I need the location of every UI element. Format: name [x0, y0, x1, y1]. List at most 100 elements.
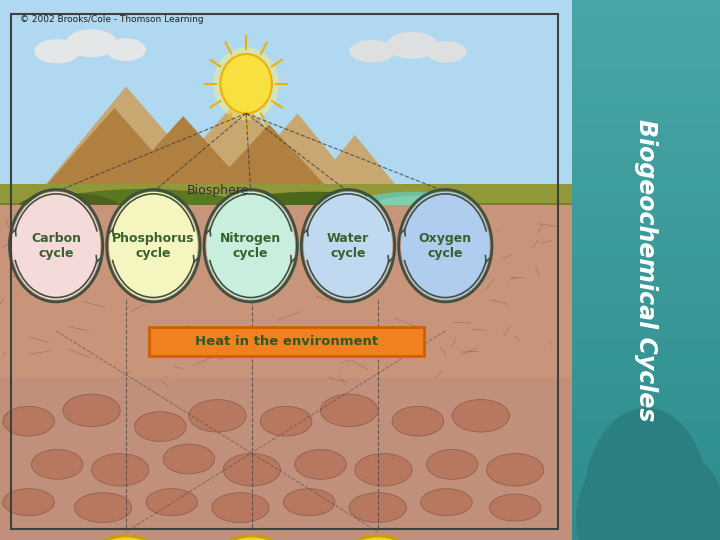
Bar: [0, 120, 572, 131]
Bar: [0, 18, 572, 28]
Bar: [572, 472, 720, 486]
Bar: [0, 27, 572, 37]
Bar: [572, 122, 720, 135]
Bar: [572, 324, 720, 338]
Ellipse shape: [349, 192, 475, 224]
Bar: [572, 526, 720, 540]
Ellipse shape: [106, 38, 146, 61]
Bar: [572, 486, 720, 500]
Bar: [572, 378, 720, 392]
Text: Biosphere: Biosphere: [186, 184, 248, 197]
Bar: [0, 0, 572, 9]
Bar: [0, 184, 572, 302]
Bar: [0, 0, 572, 281]
Bar: [572, 216, 720, 229]
Ellipse shape: [487, 454, 544, 486]
Ellipse shape: [392, 406, 444, 436]
Bar: [572, 405, 720, 418]
Polygon shape: [103, 116, 264, 205]
Bar: [572, 364, 720, 378]
Bar: [0, 167, 572, 178]
FancyBboxPatch shape: [149, 327, 423, 356]
Polygon shape: [297, 135, 412, 205]
Ellipse shape: [32, 449, 83, 480]
Ellipse shape: [452, 400, 510, 432]
Text: Water
cycle: Water cycle: [327, 232, 369, 260]
Bar: [0, 252, 572, 262]
Text: Biogeochemical Cycles: Biogeochemical Cycles: [634, 119, 658, 421]
Ellipse shape: [213, 47, 279, 120]
Bar: [0, 74, 572, 84]
Ellipse shape: [91, 454, 149, 486]
Bar: [572, 446, 720, 459]
Ellipse shape: [74, 492, 132, 523]
Ellipse shape: [401, 192, 490, 300]
Bar: [572, 162, 720, 176]
Bar: [0, 202, 572, 216]
Bar: [0, 102, 572, 112]
Ellipse shape: [320, 394, 378, 427]
Ellipse shape: [223, 454, 281, 486]
Bar: [572, 68, 720, 81]
Bar: [572, 284, 720, 297]
Bar: [0, 148, 572, 159]
Bar: [572, 230, 720, 243]
Ellipse shape: [372, 195, 475, 217]
Bar: [572, 297, 720, 310]
Bar: [572, 243, 720, 256]
Bar: [0, 64, 572, 75]
Bar: [572, 81, 720, 94]
Bar: [0, 83, 572, 93]
Bar: [0, 158, 572, 168]
Ellipse shape: [3, 489, 55, 516]
Bar: [572, 256, 720, 270]
Ellipse shape: [207, 192, 295, 300]
Ellipse shape: [426, 41, 467, 63]
Bar: [572, 392, 720, 405]
Ellipse shape: [343, 536, 412, 540]
Ellipse shape: [212, 492, 269, 523]
Ellipse shape: [583, 408, 709, 540]
Bar: [0, 205, 572, 215]
Ellipse shape: [146, 489, 197, 516]
Bar: [572, 176, 720, 189]
Ellipse shape: [3, 406, 55, 436]
Ellipse shape: [304, 192, 392, 300]
Ellipse shape: [63, 394, 120, 427]
Bar: [0, 242, 572, 253]
Bar: [0, 55, 572, 65]
Bar: [572, 94, 720, 108]
Bar: [0, 36, 572, 47]
Ellipse shape: [135, 411, 186, 442]
Bar: [0, 186, 572, 197]
Ellipse shape: [229, 192, 401, 224]
Polygon shape: [217, 113, 372, 205]
Bar: [0, 46, 572, 56]
Bar: [572, 459, 720, 472]
Bar: [0, 130, 572, 140]
Ellipse shape: [420, 489, 472, 516]
Bar: [572, 135, 720, 148]
Bar: [572, 189, 720, 202]
Bar: [0, 195, 572, 206]
Bar: [572, 27, 720, 40]
Bar: [572, 310, 720, 324]
Ellipse shape: [109, 192, 198, 300]
Ellipse shape: [17, 193, 120, 222]
Ellipse shape: [284, 489, 335, 516]
Bar: [572, 500, 720, 513]
Bar: [0, 214, 572, 225]
Bar: [0, 139, 572, 150]
Text: © 2002 Brooks/Cole - Thomson Learning: © 2002 Brooks/Cole - Thomson Learning: [20, 15, 204, 24]
Bar: [572, 14, 720, 27]
Bar: [0, 271, 572, 281]
Ellipse shape: [12, 192, 101, 300]
Ellipse shape: [91, 536, 161, 540]
Bar: [0, 205, 572, 389]
Bar: [0, 8, 572, 19]
Ellipse shape: [35, 39, 80, 64]
Ellipse shape: [294, 449, 346, 480]
Bar: [572, 40, 720, 54]
Ellipse shape: [43, 189, 243, 227]
Polygon shape: [29, 86, 229, 205]
